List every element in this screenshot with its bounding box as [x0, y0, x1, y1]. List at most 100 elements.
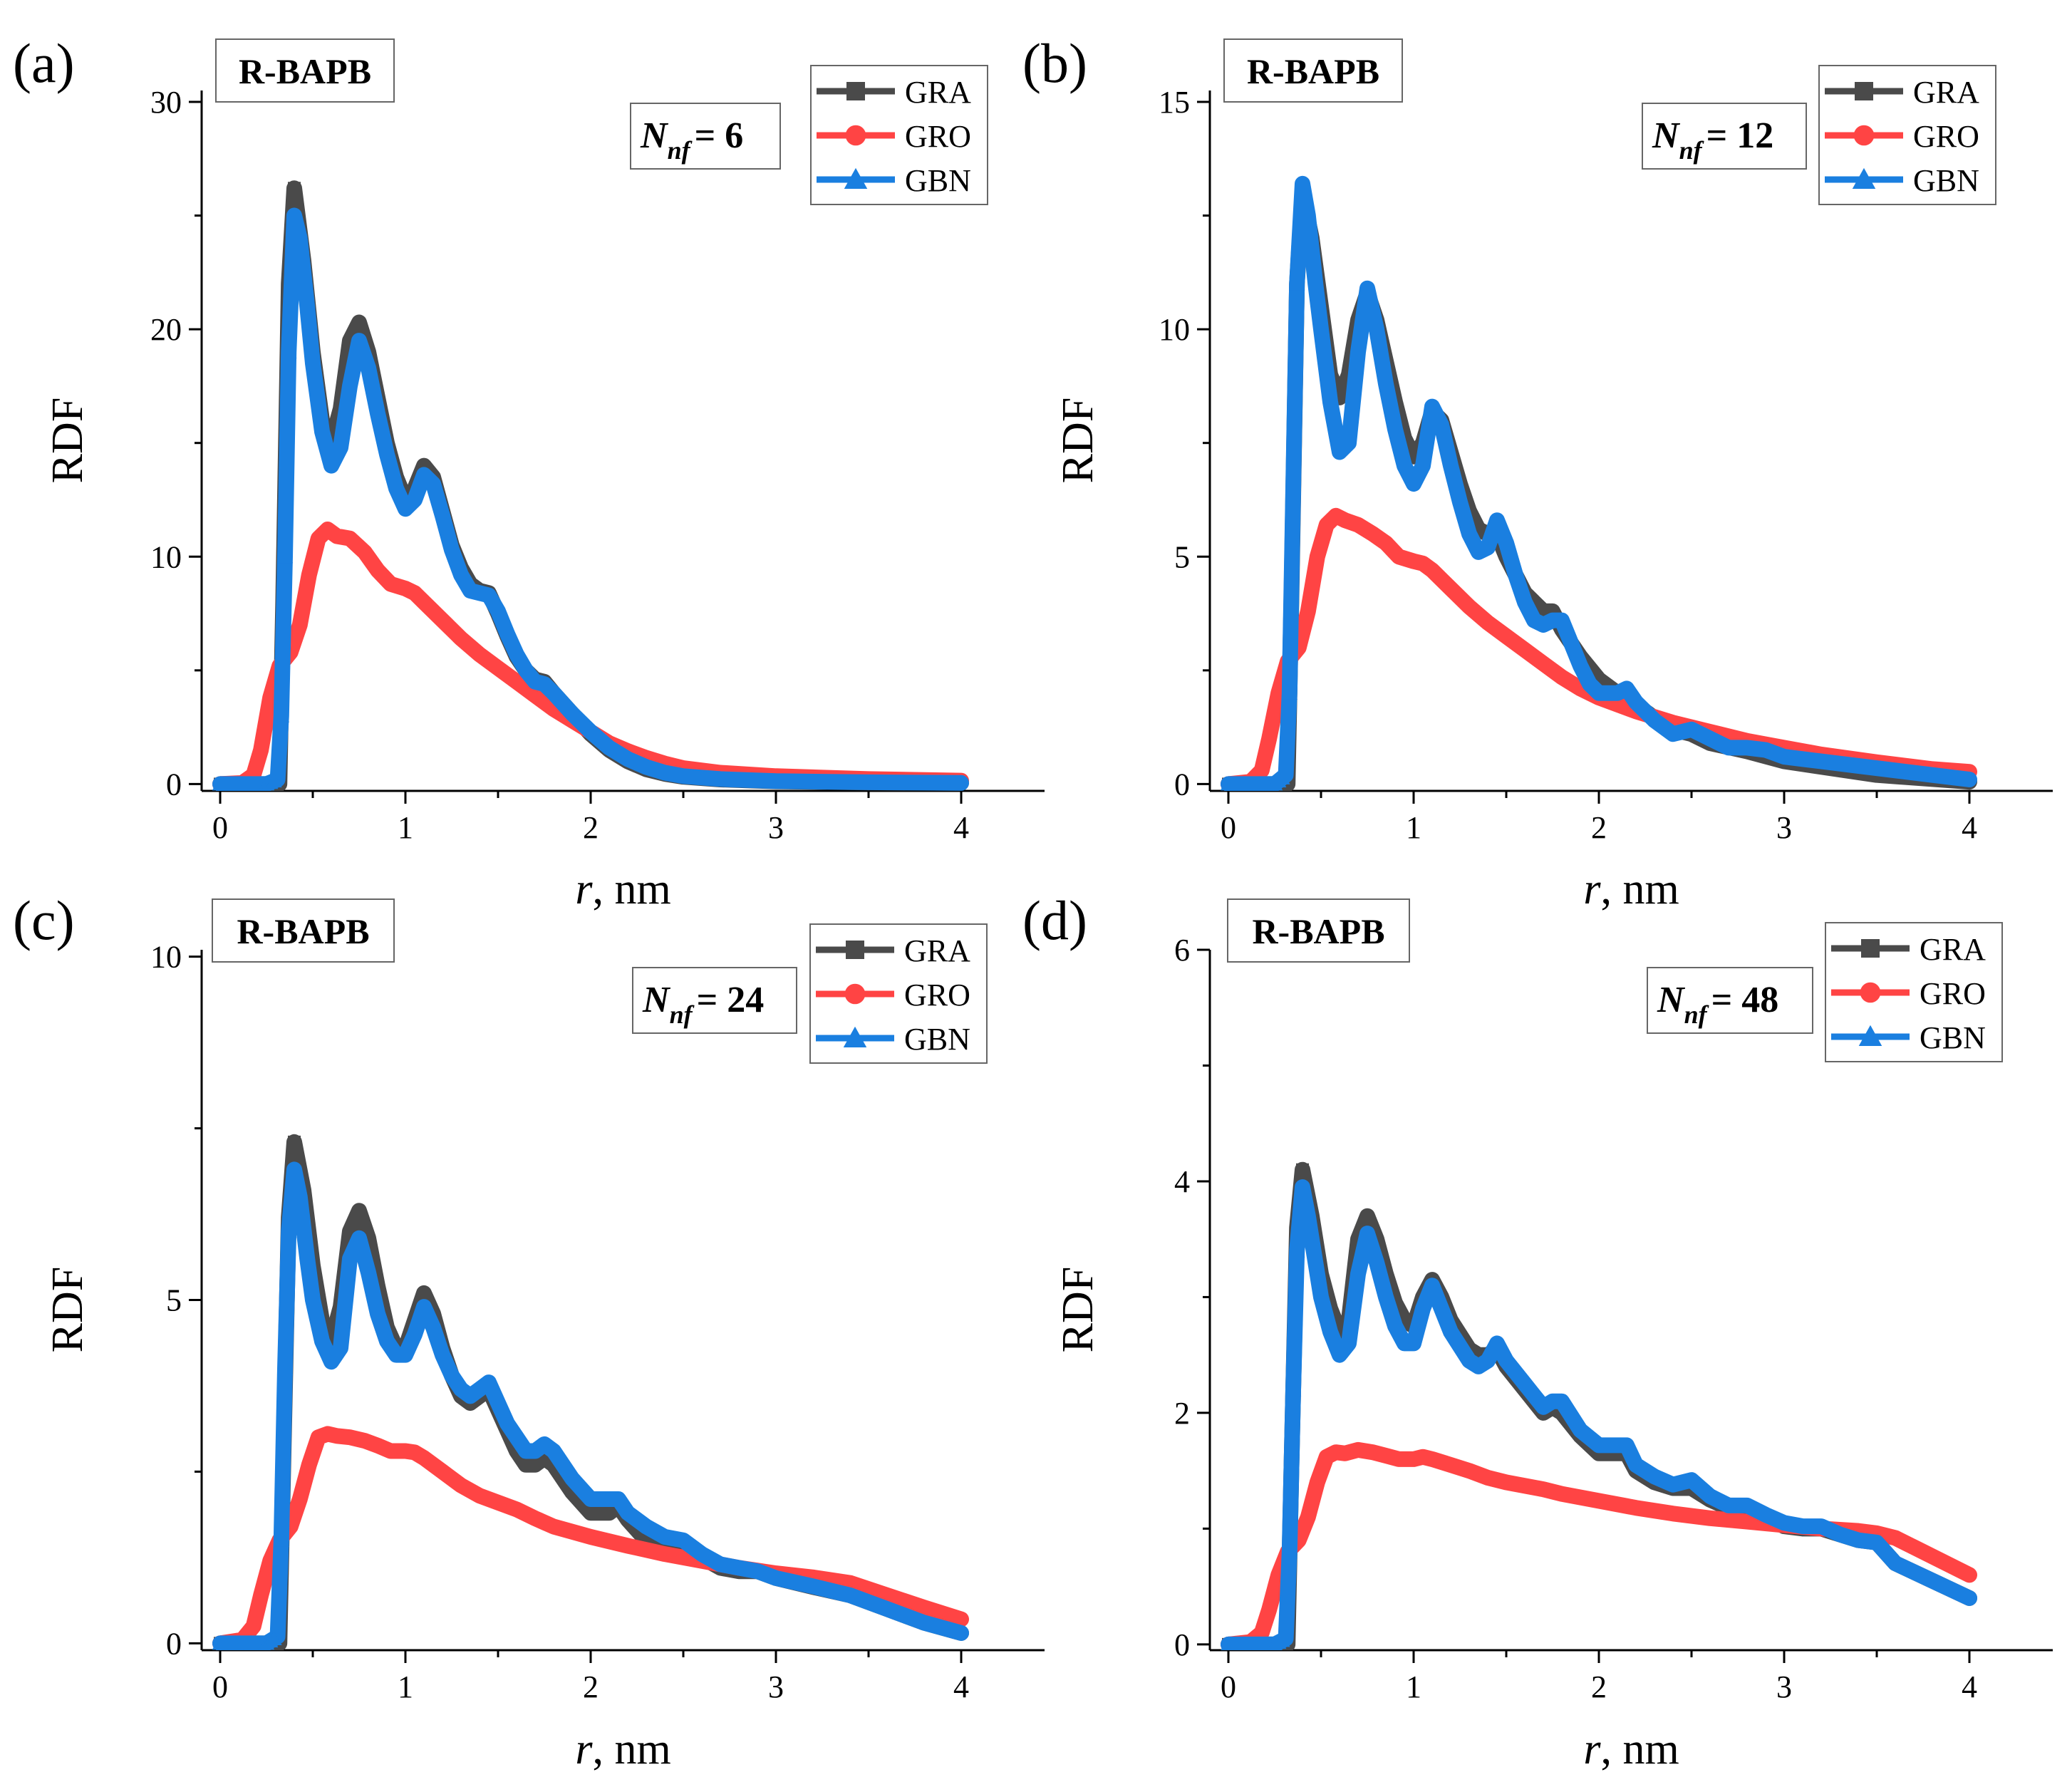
- system-label: R-BAPB: [1247, 51, 1379, 91]
- series-marker-square: [288, 1135, 301, 1149]
- series-marker-circle: [844, 983, 866, 1005]
- x-tick-label: 0: [1221, 810, 1236, 845]
- legend-item-GRA: GRA: [1825, 75, 1979, 110]
- series-marker-square: [288, 182, 301, 195]
- series-marker-triangle: [1274, 1632, 1290, 1647]
- y-axis-label: RDF: [43, 1267, 92, 1353]
- x-tick-label: 3: [1776, 810, 1792, 845]
- y-tick-label: 15: [1159, 85, 1190, 120]
- series-GRO: [212, 522, 969, 791]
- series-marker-square: [1855, 82, 1873, 100]
- legend: GRA GRO GBN: [1825, 922, 2003, 1062]
- nnf-label-box: Nnf = 48: [1647, 967, 1813, 1034]
- series-marker-triangle: [286, 1161, 303, 1176]
- series-marker-triangle: [1852, 167, 1876, 189]
- series-marker-triangle: [1285, 1382, 1302, 1397]
- legend-label: GRO: [904, 978, 970, 1012]
- y-tick-label: 0: [1174, 1627, 1190, 1662]
- series-marker-circle: [1853, 125, 1875, 146]
- series-marker-circle: [1860, 982, 1881, 1003]
- system-label-frame: [1223, 38, 1403, 103]
- system-label: R-BAPB: [1252, 911, 1384, 951]
- x-axis-label-unit: , nm: [1600, 1725, 1679, 1773]
- x-tick-label: 2: [583, 1669, 599, 1704]
- series-GBN: [1221, 1178, 1977, 1650]
- x-tick-label: 1: [398, 1669, 413, 1704]
- nnf-label-frame: [1647, 967, 1813, 1034]
- plot-area: [212, 180, 969, 791]
- series-marker-triangle: [243, 776, 259, 791]
- legend-label: GRA: [1920, 932, 1986, 967]
- series-marker-triangle: [1251, 776, 1268, 791]
- series-marker-triangle: [280, 343, 297, 359]
- series-GBN: [212, 1161, 969, 1650]
- series-marker-triangle: [1274, 770, 1290, 784]
- series-line-GBN: [1221, 175, 1977, 791]
- x-axis-label: r, nm: [1583, 865, 1679, 913]
- y-tick-label: 5: [1174, 539, 1190, 574]
- x-tick-label: 3: [1776, 1669, 1792, 1704]
- y-tick-label: 20: [150, 312, 182, 347]
- legend-item-GBN: GBN: [816, 1022, 970, 1057]
- series-marker-triangle: [227, 776, 244, 791]
- nnf-symbol: N: [1652, 115, 1681, 156]
- y-tick-label: 10: [1159, 312, 1190, 347]
- series-marker-triangle: [1220, 776, 1237, 791]
- series-marker-triangle: [1281, 685, 1298, 700]
- series-marker-triangle: [273, 708, 290, 722]
- series-marker-square: [1296, 1163, 1309, 1176]
- series-line-GRO: [1221, 507, 1977, 791]
- nnf-label: Nnf = 48: [1657, 980, 1778, 1029]
- series-GRA: [212, 180, 969, 791]
- y-axis-label: RDF: [1054, 1267, 1102, 1353]
- y-tick-label: 0: [166, 1626, 182, 1661]
- series-marker-triangle: [1281, 1543, 1298, 1558]
- y-tick-label: 30: [150, 85, 182, 120]
- series-marker-triangle: [1285, 480, 1302, 495]
- series-marker-circle: [251, 751, 266, 766]
- legend-label: GRA: [1913, 75, 1979, 110]
- y-tick-label: 0: [1174, 767, 1190, 802]
- series-marker-triangle: [273, 1532, 290, 1547]
- series-marker-triangle: [266, 1630, 282, 1645]
- x-axis-label: r, nm: [575, 1725, 670, 1773]
- system-label: R-BAPB: [237, 911, 369, 951]
- series-marker-triangle: [243, 1635, 259, 1650]
- x-axis-label: r, nm: [1583, 1725, 1679, 1773]
- x-tick-label: 3: [768, 1669, 784, 1704]
- x-axis-label-var: r: [575, 865, 593, 913]
- system-label-box: R-BAPB: [1223, 38, 1403, 103]
- series-marker-square: [1861, 939, 1880, 958]
- legend-label: GBN: [1920, 1020, 1986, 1055]
- legend-item-GBN: GBN: [1825, 163, 1979, 198]
- series-line-GRO: [212, 522, 969, 791]
- nnf-symbol: N: [1657, 980, 1686, 1020]
- y-tick-label: 0: [166, 767, 182, 802]
- nnf-symbol: N: [640, 115, 669, 156]
- nnf-label-box: Nnf = 6: [630, 103, 781, 170]
- x-tick-label: 0: [212, 810, 228, 845]
- legend-label: GRA: [905, 75, 971, 110]
- nnf-label: Nnf = 6: [640, 115, 743, 165]
- x-tick-label: 2: [1591, 810, 1607, 845]
- y-tick-label: 5: [166, 1283, 182, 1318]
- series-marker-triangle: [1288, 276, 1305, 291]
- x-tick-label: 0: [1221, 1669, 1236, 1704]
- plot-area: [1221, 1161, 1977, 1650]
- y-tick-label: 10: [150, 940, 182, 975]
- series-marker-circle: [1259, 1610, 1274, 1625]
- series-marker-triangle: [1294, 1178, 1311, 1194]
- series-marker-circle: [263, 690, 278, 705]
- nnf-subscript: nf: [670, 1000, 695, 1029]
- series-marker-triangle: [227, 1635, 244, 1650]
- series-marker-triangle: [1858, 1025, 1882, 1046]
- legend-item-GBN: GBN: [817, 163, 971, 198]
- x-axis-label-unit: , nm: [592, 865, 670, 913]
- legend-label: GRO: [1920, 976, 1986, 1011]
- nnf-label: Nnf = 24: [642, 980, 764, 1029]
- legend-item-GRA: GRA: [817, 75, 971, 110]
- x-axis-label-var: r: [575, 1725, 593, 1773]
- nnf-value: = 48: [1711, 980, 1779, 1020]
